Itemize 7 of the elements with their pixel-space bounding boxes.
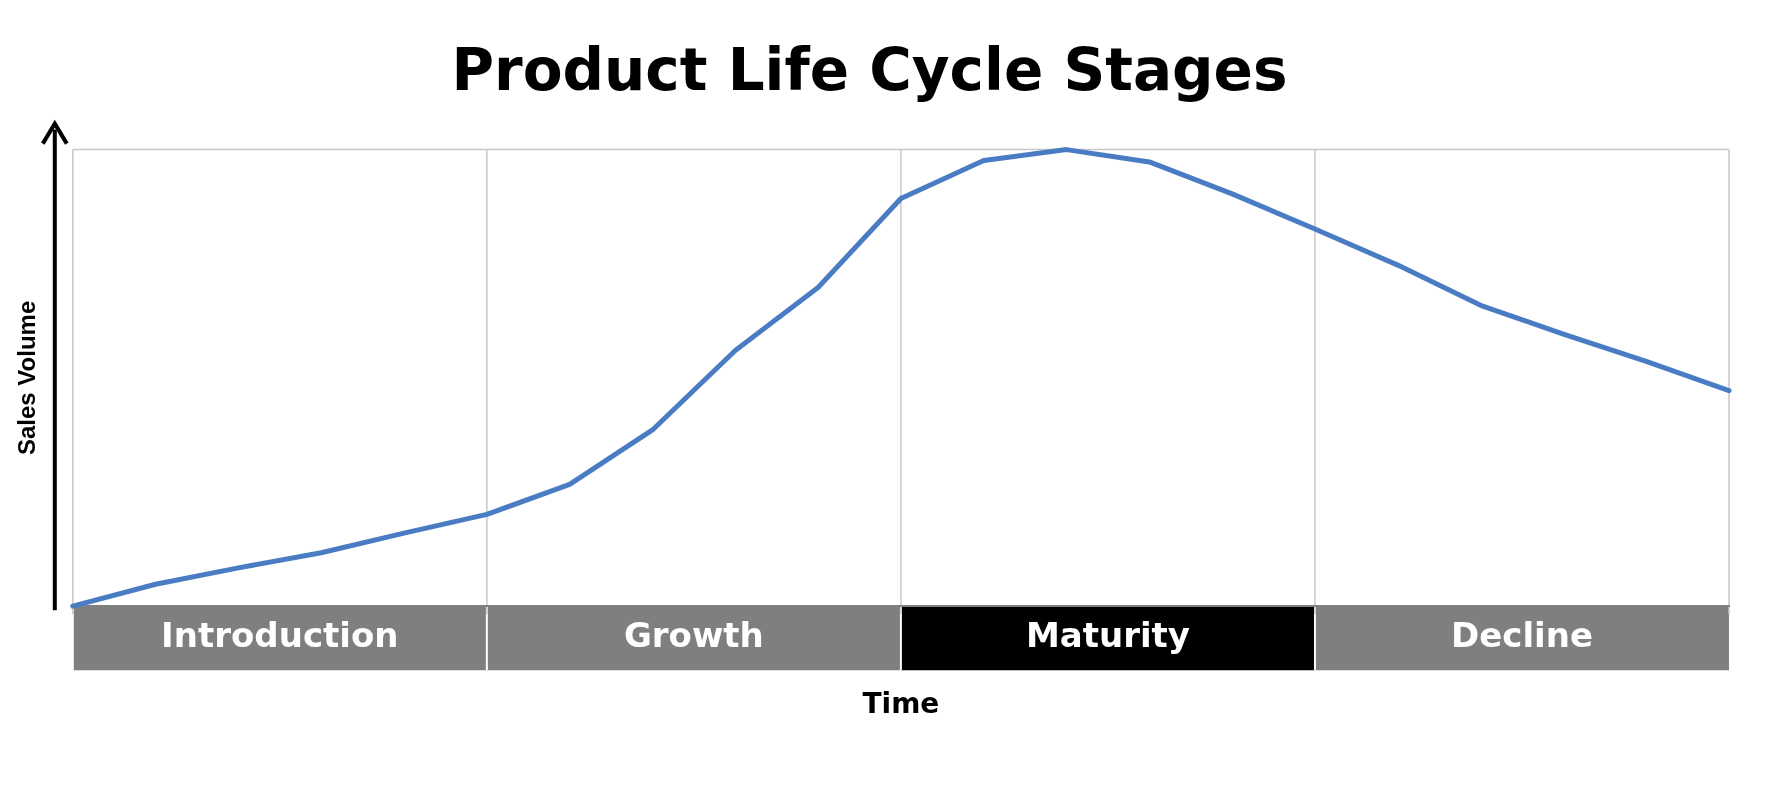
text: Introduction	[161, 615, 399, 656]
text: Decline	[1450, 615, 1593, 656]
chart-title: Product Life Cycle Stages	[451, 35, 1288, 104]
x-axis-title: Time	[862, 687, 940, 721]
text: Growth	[623, 615, 764, 656]
y-axis-title: Sales Volume	[13, 300, 41, 456]
text: Maturity	[1025, 615, 1190, 656]
